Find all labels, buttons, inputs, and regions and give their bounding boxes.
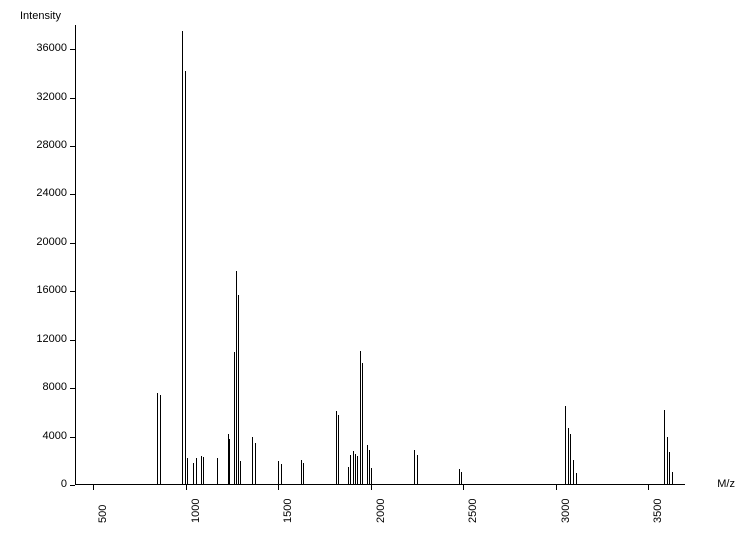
spectrum-peak	[568, 428, 569, 485]
spectrum-peak	[570, 434, 571, 485]
spectrum-peak	[157, 393, 158, 485]
spectrum-peak	[196, 458, 197, 485]
y-tick-label: 12000	[20, 333, 67, 345]
x-tick	[371, 485, 372, 490]
y-tick	[70, 437, 75, 438]
plot-area: 0400080001200016000200002400028000320003…	[75, 25, 685, 485]
x-tick	[278, 485, 279, 490]
y-tick-label: 0	[20, 478, 67, 490]
spectrum-peak	[338, 415, 339, 485]
spectrum-peak	[255, 443, 256, 485]
spectrum-peak	[240, 461, 241, 485]
y-tick	[70, 146, 75, 147]
spectrum-peak	[182, 31, 183, 485]
spectrum-peak	[217, 458, 218, 485]
spectrum-peak	[362, 363, 363, 485]
spectrum-peak	[355, 454, 356, 485]
x-tick-label: 3500	[652, 499, 664, 523]
y-axis-line	[75, 25, 76, 485]
x-tick-label: 2000	[375, 499, 387, 523]
spectrum-peak	[573, 460, 574, 485]
y-tick	[70, 340, 75, 341]
spectrum-peak	[160, 395, 161, 485]
spectrum-peak	[301, 460, 302, 485]
y-tick-label: 32000	[20, 91, 67, 103]
spectrum-peak	[414, 450, 415, 485]
y-tick-label: 4000	[20, 430, 67, 442]
y-tick-label: 36000	[20, 42, 67, 54]
x-tick	[648, 485, 649, 490]
x-axis-line	[75, 484, 685, 485]
y-tick	[70, 98, 75, 99]
spectrum-peak	[664, 410, 665, 485]
x-tick-label: 2500	[467, 499, 479, 523]
y-tick	[70, 194, 75, 195]
chart-container: Intensity M/z 04000800012000160002000024…	[0, 0, 750, 540]
y-tick-label: 28000	[20, 139, 67, 151]
spectrum-peak	[252, 437, 253, 485]
spectrum-peak	[238, 295, 239, 485]
spectrum-peak	[565, 406, 566, 485]
spectrum-peak	[187, 458, 188, 485]
spectrum-peak	[353, 451, 354, 485]
spectrum-peak	[350, 455, 351, 485]
spectrum-peak	[357, 456, 358, 485]
x-tick	[556, 485, 557, 490]
spectrum-peak	[229, 439, 230, 485]
x-tick-label: 3000	[560, 499, 572, 523]
spectrum-peak	[236, 271, 237, 485]
x-tick-label: 1500	[282, 499, 294, 523]
spectrum-peak	[336, 411, 337, 485]
y-axis-title: Intensity	[20, 10, 61, 22]
spectrum-peak	[348, 467, 349, 485]
spectrum-peak	[360, 351, 361, 485]
spectrum-peak	[461, 472, 462, 485]
spectrum-peak	[193, 463, 194, 485]
x-tick	[93, 485, 94, 490]
y-tick-label: 20000	[20, 236, 67, 248]
y-tick	[70, 243, 75, 244]
y-tick-label: 24000	[20, 187, 67, 199]
spectrum-peak	[367, 445, 368, 485]
spectrum-peak	[303, 463, 304, 485]
x-tick	[186, 485, 187, 490]
y-tick	[70, 49, 75, 50]
spectrum-peak	[203, 457, 204, 485]
y-tick	[70, 388, 75, 389]
y-tick-label: 16000	[20, 284, 67, 296]
spectrum-peak	[185, 71, 186, 485]
spectrum-peak	[576, 473, 577, 485]
spectrum-peak	[281, 464, 282, 485]
x-tick	[463, 485, 464, 490]
y-tick	[70, 485, 75, 486]
spectrum-peak	[417, 455, 418, 485]
spectrum-peak	[278, 461, 279, 485]
spectrum-peak	[371, 468, 372, 485]
y-tick	[70, 291, 75, 292]
x-tick-label: 1000	[190, 499, 202, 523]
spectrum-peak	[234, 352, 235, 485]
y-tick-label: 8000	[20, 381, 67, 393]
spectrum-peak	[369, 450, 370, 485]
spectrum-peak	[201, 456, 202, 485]
spectrum-peak	[459, 469, 460, 485]
spectrum-peak	[672, 472, 673, 485]
x-axis-title: M/z	[717, 478, 735, 490]
spectrum-peak	[667, 437, 668, 485]
x-tick-label: 500	[97, 505, 109, 523]
spectrum-peak	[669, 452, 670, 485]
